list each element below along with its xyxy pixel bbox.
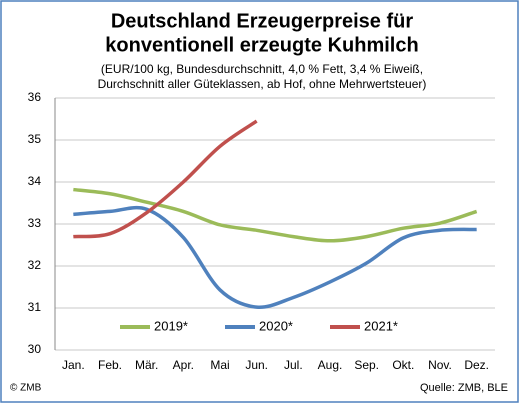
legend-label: 2020* (259, 318, 293, 333)
source: Quelle: ZMB, BLE (420, 382, 508, 394)
x-tick-label: Mai (210, 358, 229, 372)
y-tick-label: 30 (28, 342, 42, 356)
x-tick-label: Feb. (98, 358, 122, 372)
subtitle: (EUR/100 kg, Bundesdurchschnitt, 4,0 % F… (101, 62, 423, 76)
y-tick-label: 31 (28, 300, 42, 314)
x-tick-label: Aug. (318, 358, 343, 372)
series-line (73, 187, 478, 243)
x-tick-label: Dez. (464, 358, 489, 372)
x-tick-label: Nov. (428, 358, 452, 372)
legend-label: 2019* (154, 318, 188, 333)
x-tick-label: Sep. (354, 358, 379, 372)
y-tick-label: 33 (28, 216, 42, 230)
subtitle: Durchschnitt aller Güteklassen, ab Hof, … (98, 77, 427, 91)
x-tick-label: Jul. (284, 358, 303, 372)
y-tick-label: 36 (28, 90, 42, 104)
x-tick-label: Okt. (392, 358, 414, 372)
x-tick-label: Jun. (245, 358, 268, 372)
series-line (73, 119, 258, 239)
y-tick-label: 35 (28, 132, 42, 146)
x-tick-label: Mär. (135, 358, 158, 372)
series-line (73, 205, 477, 310)
x-tick-label: Apr. (173, 358, 194, 372)
legend-label: 2021* (364, 318, 398, 333)
chart-title: Deutschland Erzeugerpreise für (111, 10, 414, 32)
y-tick-label: 32 (28, 258, 42, 272)
x-tick-label: Jan. (62, 358, 85, 372)
y-tick-label: 34 (28, 174, 42, 188)
chart-title: konventionell erzeugte Kuhmilch (105, 34, 418, 56)
copyright: © ZMB (10, 383, 42, 394)
